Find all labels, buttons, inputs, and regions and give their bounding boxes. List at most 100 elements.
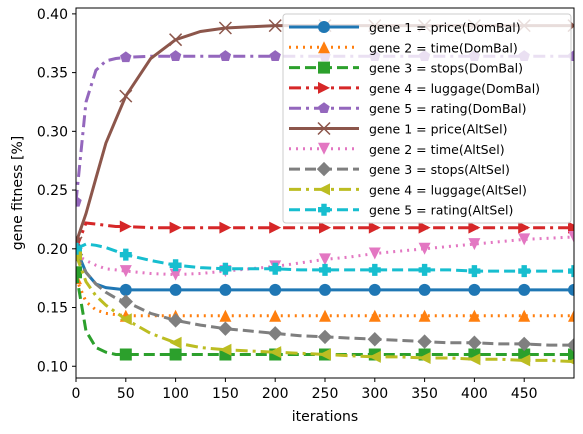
data-point — [219, 283, 232, 296]
data-point — [468, 265, 481, 278]
data-point — [568, 231, 574, 244]
y-tick-label: 0.25 — [37, 183, 68, 199]
data-point — [76, 242, 82, 255]
data-point — [368, 221, 381, 234]
data-point — [568, 348, 574, 361]
data-point — [566, 337, 574, 353]
x-tick-label: 450 — [511, 386, 538, 402]
data-point — [568, 283, 574, 296]
legend-label: gene 4 = luggage(DomBal) — [369, 81, 540, 96]
x-tick-label: 0 — [72, 386, 81, 402]
legend-label: gene 3 = stops(DomBal) — [369, 61, 523, 76]
axes: 0 50 100 150 200 250 300 350 400 450 0.10 0.15 0.20 0… — [37, 7, 575, 402]
data-point — [319, 348, 331, 361]
data-point — [268, 19, 282, 33]
data-point — [218, 321, 233, 336]
x-tick-label: 50 — [117, 386, 135, 402]
y-tick-label: 0.40 — [37, 7, 68, 23]
data-point — [76, 266, 82, 279]
data-point — [269, 262, 282, 275]
data-point — [468, 221, 481, 234]
legend-marker — [318, 21, 330, 33]
legend-label: gene 5 = rating(DomBal) — [369, 101, 527, 116]
data-point — [368, 350, 381, 363]
data-point — [169, 348, 182, 361]
series-gene-2-time-dombal — [76, 272, 574, 322]
x-tick-label: 150 — [212, 386, 239, 402]
data-point — [119, 313, 132, 326]
legend-label: gene 2 = time(DomBal) — [369, 40, 518, 55]
data-point — [518, 233, 531, 246]
legend-item: gene 5 = rating(AltSel) — [289, 203, 513, 218]
legend-label: gene 2 = time(AltSel) — [369, 142, 505, 157]
data-point — [169, 283, 182, 296]
data-point — [568, 221, 574, 234]
y-tick-label: 0.15 — [37, 301, 68, 317]
series-line — [76, 221, 574, 250]
data-point — [169, 336, 182, 349]
data-point — [119, 283, 132, 296]
legend-item: gene 3 = stops(AltSel) — [289, 161, 510, 177]
legend-marker — [317, 121, 331, 136]
legend-item: gene 4 = luggage(DomBal) — [289, 81, 540, 96]
y-axis-title: gene fitness [%] — [10, 136, 26, 251]
x-tick-label: 100 — [162, 386, 189, 402]
x-axis-title: iterations — [292, 409, 358, 425]
legend-marker — [318, 61, 330, 74]
data-point — [468, 353, 481, 366]
data-point — [517, 336, 532, 352]
data-point — [568, 358, 574, 365]
data-point — [468, 283, 481, 296]
data-point — [269, 221, 282, 234]
data-point — [418, 283, 431, 296]
data-point — [518, 265, 531, 278]
data-point — [568, 265, 574, 278]
x-tick-label: 300 — [361, 386, 388, 402]
data-point — [319, 221, 331, 234]
data-point — [418, 263, 431, 276]
legend-label: gene 4 = luggage(AltSel) — [369, 182, 527, 197]
data-point — [368, 309, 381, 322]
data-point — [418, 309, 431, 322]
data-point — [119, 248, 132, 261]
data-point — [269, 283, 282, 296]
series-gene-3-stops-altsel — [76, 247, 574, 353]
series-line — [76, 235, 574, 277]
series-gene-5-rating-altsel — [76, 242, 574, 278]
data-point — [119, 265, 132, 278]
data-point — [319, 253, 331, 266]
data-point — [518, 283, 531, 296]
data-point — [468, 238, 481, 251]
legend-marker — [318, 142, 330, 155]
data-point — [119, 348, 132, 361]
data-point — [269, 346, 282, 359]
data-point — [119, 220, 132, 233]
legend-label: gene 1 = price(AltSel) — [369, 122, 507, 137]
data-point — [368, 263, 381, 276]
data-point — [169, 50, 182, 62]
legend-item: gene 2 = time(DomBal) — [289, 40, 518, 55]
data-point — [368, 247, 381, 260]
data-point — [518, 221, 531, 234]
data-point — [219, 50, 232, 62]
legend-item: gene 2 = time(AltSel) — [289, 142, 505, 157]
legend-item: gene 4 = luggage(AltSel) — [289, 182, 527, 197]
legend-label: gene 3 = stops(AltSel) — [369, 162, 510, 177]
data-point — [418, 352, 431, 365]
data-point — [317, 329, 333, 345]
data-point — [467, 335, 482, 350]
data-point — [118, 294, 133, 309]
data-point — [518, 309, 531, 322]
data-point — [568, 309, 574, 322]
data-point — [269, 309, 282, 322]
x-tick-label: 350 — [411, 386, 438, 402]
data-point — [319, 263, 331, 276]
data-point — [168, 313, 183, 328]
legend-item: gene 3 = stops(DomBal) — [289, 61, 523, 76]
y-tick-label: 0.30 — [37, 124, 68, 140]
y-tick-label: 0.20 — [37, 242, 68, 258]
data-point — [219, 262, 232, 275]
series-gene-4-luggage-dombal — [76, 220, 574, 252]
legend-label: gene 1 = price(DomBal) — [369, 20, 521, 35]
data-point — [119, 89, 133, 103]
